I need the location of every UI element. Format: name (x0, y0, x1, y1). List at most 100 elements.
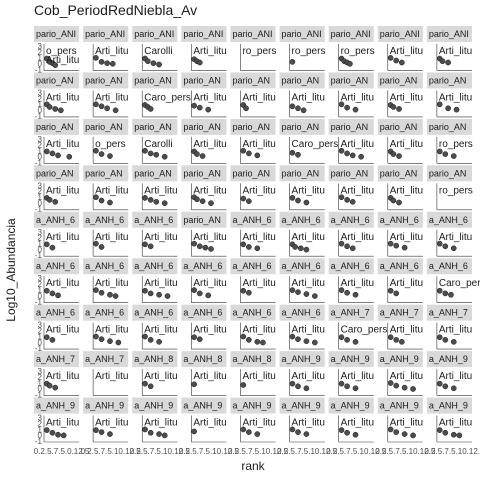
data-point (246, 150, 252, 157)
data-point (43, 287, 50, 294)
data-point (436, 334, 443, 341)
y-tick-label: 3 (38, 228, 43, 237)
facet-strip-label: a_ANH_6 (134, 261, 173, 271)
facet-panel: a_ANH_7 Caro_pers (328, 304, 387, 350)
data-point (49, 150, 56, 157)
facet-strip (279, 165, 325, 182)
x-tick-label: 0.2.5.7.5.10.12.5 (326, 447, 387, 456)
data-point (344, 289, 350, 296)
facet-strip-label: pario_AN (331, 168, 369, 178)
facet-strip (279, 211, 325, 228)
data-point (98, 244, 105, 250)
y-tick-label: 2 (38, 280, 43, 289)
facet-panel: a_ANH_8 Arti_litu (132, 351, 178, 396)
data-point (445, 59, 451, 66)
data-point (352, 385, 359, 392)
facet-strip-label: pario_AN (134, 75, 172, 85)
facet-strip-label: pario_ANI (36, 29, 76, 39)
y-tick-label: -1 (35, 112, 43, 121)
data-point (295, 336, 301, 343)
facet-strip (34, 351, 80, 368)
point-label: ro_pers (439, 185, 473, 196)
y-tick-label: 0 (38, 338, 43, 347)
point-label: Arti_litu (46, 371, 79, 382)
data-point (401, 431, 408, 437)
y-tick-label: -1 (35, 344, 43, 353)
data-point (43, 427, 50, 433)
data-point (147, 429, 154, 436)
y-tick-label: 3 (38, 367, 43, 376)
point-label: Arti_litu (390, 371, 423, 382)
data-point (450, 245, 457, 252)
y-tick-label: 2 (38, 48, 43, 57)
data-point (43, 148, 50, 155)
data-point (401, 244, 408, 251)
facet-strip (83, 165, 129, 182)
y-tick-label: 3 (38, 88, 43, 97)
facet-panel: a_ANH_6 Arti_litu (230, 211, 276, 257)
y-tick-label: 0 (38, 199, 43, 208)
facet-strip (181, 26, 227, 42)
facet-strip (377, 211, 423, 228)
point-label: Arti_litu (390, 278, 423, 289)
facet-panel: a_ANH_6 Arti_litu (377, 258, 423, 303)
point-label: Arti_litu (193, 371, 226, 382)
facet-strip (83, 351, 129, 368)
data-point (191, 240, 197, 247)
point-label: Arti_litu (292, 325, 325, 336)
facet-panel: pario_ANI ro_pers (230, 26, 276, 71)
data-point (387, 380, 394, 386)
facet-strip-label: pario_AN (232, 75, 270, 85)
data-point (98, 59, 105, 65)
point-label: Arti_litu (242, 139, 275, 150)
facet-panel: pario_ANI Carolli (132, 26, 178, 71)
facet-strip-label: a_ANH_9 (380, 354, 419, 364)
data-point (112, 107, 119, 114)
data-point (436, 427, 443, 433)
facet-panel: pario_AN Arti_litu (377, 118, 423, 164)
data-point (289, 59, 296, 65)
facet-panel: pario_AN Arti_litu (132, 165, 178, 211)
data-point (240, 195, 247, 202)
data-point (439, 58, 446, 65)
facet-panel: a_ANH_9 Arti_litu (328, 351, 374, 396)
data-point (347, 60, 353, 67)
y-tick-label: 0 (38, 106, 43, 115)
facet-strip (328, 258, 374, 275)
data-point (398, 338, 405, 345)
facet-strip (132, 26, 178, 42)
point-label: Arti_litu (144, 278, 177, 289)
point-label: Arti_litu (439, 92, 472, 103)
data-point (153, 198, 160, 205)
facet-strip (230, 258, 276, 275)
facet-strip-label: a_ANH_7 (429, 308, 468, 318)
y-tick-label: -1 (35, 205, 43, 214)
data-point (93, 427, 99, 433)
point-label: Arti_litu (193, 139, 226, 150)
facet-grid: pario_ANI3210-1o_persArti_litupario_ANIA… (34, 26, 480, 456)
facet-strip-label: a_ANH_6 (232, 308, 271, 318)
data-point (387, 240, 394, 247)
point-label: Arti_litu (341, 185, 374, 196)
x-tick-label: 0.2.5.7.5.10.12.5 (228, 447, 289, 456)
data-point (147, 337, 154, 343)
facet-strip (426, 258, 472, 275)
data-point (191, 287, 197, 293)
data-point (311, 293, 318, 299)
data-point (98, 289, 105, 296)
data-point (142, 147, 148, 154)
facet-strip-label: a_ANH_6 (134, 308, 173, 318)
data-point (289, 426, 296, 433)
data-point (191, 102, 197, 109)
facet-strip (83, 26, 129, 42)
facet-panel: a_ANH_9 Arti_litu 0.2.5.7.5.10.12.5 (326, 397, 387, 456)
data-point (109, 60, 116, 67)
y-tick-label: 0 (38, 60, 43, 69)
facet-strip-label: a_ANH_9 (232, 401, 271, 411)
data-point (445, 105, 451, 112)
data-point (107, 431, 113, 437)
data-point (246, 244, 252, 250)
data-point (58, 107, 64, 114)
data-point (46, 382, 53, 389)
y-tick-label: 3 (38, 321, 43, 330)
